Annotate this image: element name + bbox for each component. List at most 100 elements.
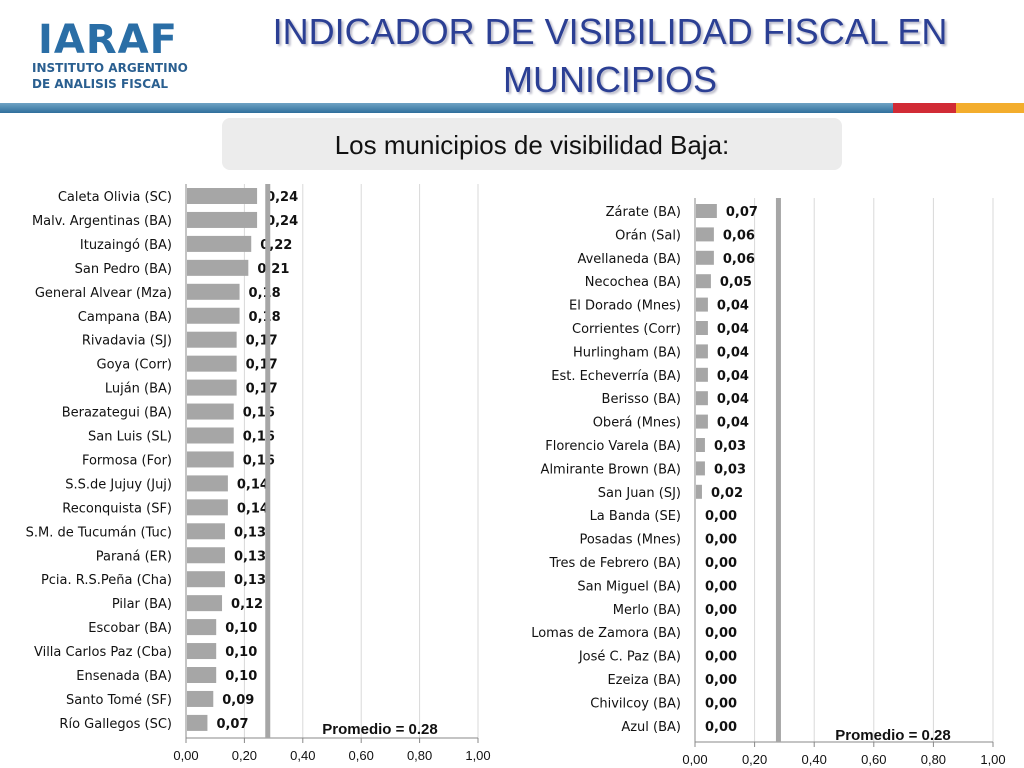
chart2-category-label: Corrientes (Corr) [572, 322, 681, 337]
chart1-category-label: Malv. Argentinas (BA) [32, 214, 172, 229]
chart1-bar [187, 523, 225, 540]
chart2-bar [696, 227, 714, 242]
chart2-bar [696, 484, 702, 499]
chart2-x-tick-label: 0,80 [921, 752, 946, 767]
chart1-bar [187, 571, 225, 588]
chart1-value-label: 0,10 [225, 645, 257, 660]
chart1-category-label: Paraná (ER) [96, 549, 172, 564]
chart2-value-label: 0,02 [711, 486, 743, 501]
chart1-category-label: Villa Carlos Paz (Cba) [34, 645, 172, 660]
page-title-line-1: INDICADOR DE VISIBILIDAD FISCAL EN [272, 11, 948, 52]
chart1-category-label: Berazategui (BA) [62, 406, 172, 421]
stripe-orange [956, 103, 1024, 113]
chart1-category-label: Pcia. R.S.Peña (Cha) [41, 573, 172, 588]
chart2-value-label: 0,04 [717, 322, 749, 337]
chart2-category-label: Berisso (BA) [602, 392, 681, 407]
chart2-category-label: El Dorado (Mnes) [569, 299, 681, 314]
chart1-category-label: General Alvear (Mza) [35, 286, 172, 301]
chart2-category-label: San Juan (SJ) [598, 486, 681, 501]
chart2-category-label: Azul (BA) [621, 720, 681, 735]
header-color-stripe [0, 103, 1024, 113]
chart1-category-label: Formosa (For) [82, 453, 172, 468]
chart1-bar [187, 283, 240, 300]
chart2-value-label: 0,00 [705, 626, 737, 641]
chart2-value-label: 0,00 [705, 650, 737, 665]
chart1-x-tick-label: 0,20 [232, 748, 257, 763]
chart2-average-label: Promedio = 0.28 [835, 727, 950, 744]
chart1-bar [187, 307, 240, 324]
chart1-bar [187, 355, 237, 372]
chart2-category-label: Necochea (BA) [585, 275, 681, 290]
chart2-x-tick-label: 0,00 [682, 752, 707, 767]
chart1-value-label: 0,09 [222, 693, 254, 708]
chart1-average-label: Promedio = 0.28 [322, 721, 437, 738]
chart1-bar [187, 188, 258, 204]
chart1-value-label: 0,21 [257, 262, 289, 277]
chart2-category-label: Tres de Febrero (BA) [548, 556, 681, 571]
chart1-category-label: San Pedro (BA) [75, 262, 172, 277]
chart2-value-label: 0,00 [705, 720, 737, 735]
chart1-value-label: 0,17 [246, 382, 278, 397]
chart1-bar [187, 714, 208, 731]
chart2-value-label: 0,06 [723, 228, 755, 243]
chart1-bar [187, 331, 237, 348]
chart1-value-label: 0,10 [225, 669, 257, 684]
chart2-bar [696, 250, 714, 265]
iaraf-logo: IARAF INSTITUTO ARGENTINO DE ANALISIS FI… [32, 18, 212, 98]
chart2-value-label: 0,04 [717, 416, 749, 431]
chart1-bar [187, 595, 223, 612]
chart2-value-label: 0,04 [717, 299, 749, 314]
chart2-value-label: 0,00 [705, 696, 737, 711]
chart1-category-label: Goya (Corr) [97, 358, 172, 373]
chart1-bar [187, 259, 249, 276]
chart1-x-tick-label: 0,60 [349, 748, 374, 763]
chart1-bar [187, 403, 234, 420]
chart2-bar [696, 274, 711, 289]
chart2-category-label: Ezeiza (BA) [607, 673, 681, 688]
chart1-x-tick-label: 1,00 [465, 748, 490, 763]
chart2-bar [696, 438, 705, 452]
chart2-value-label: 0,00 [705, 579, 737, 594]
chart2-value-label: 0,00 [705, 556, 737, 571]
chart1-category-label: Reconquista (SF) [62, 501, 172, 516]
chart1-category-label: Campana (BA) [78, 310, 172, 325]
chart1-category-label: Pilar (BA) [112, 597, 172, 612]
chart2-category-label: Merlo (BA) [613, 603, 681, 618]
chart2-bar [696, 367, 708, 382]
chart1-bar [187, 211, 258, 228]
chart2-value-label: 0,06 [723, 252, 755, 267]
chart2-bar [696, 414, 708, 429]
chart1-category-label: S.M. de Tucumán (Tuc) [26, 525, 172, 540]
logo-subtitle-line-1: INSTITUTO ARGENTINO [32, 61, 188, 75]
chart1-bar [187, 667, 217, 683]
chart2-category-label: La Banda (SE) [590, 509, 681, 524]
chart1-value-label: 0,24 [266, 190, 298, 205]
chart2-value-label: 0,00 [705, 533, 737, 548]
chart2-category-label: Florencio Varela (BA) [545, 439, 681, 454]
chart2-category-label: Chivilcoy (BA) [590, 696, 681, 711]
chart2-category-label: Avellaneda (BA) [577, 252, 681, 267]
chart1-value-label: 0,12 [231, 597, 263, 612]
chart1-value-label: 0,14 [237, 477, 269, 492]
chart2-bar [696, 391, 708, 406]
chart1-bar [187, 379, 237, 396]
chart1-bar [187, 235, 252, 252]
chart1-category-label: San Luis (SL) [88, 430, 172, 445]
chart2-category-label: Lomas de Zamora (BA) [531, 626, 681, 641]
chart1-value-label: 0,17 [246, 334, 278, 349]
chart2-category-label: Orán (Sal) [615, 228, 681, 243]
chart1-category-label: Río Gallegos (SC) [59, 717, 172, 732]
chart2-value-label: 0,00 [705, 603, 737, 618]
chart1-category-label: S.S.de Jujuy (Juj) [65, 477, 172, 492]
chart1-category-label: Rivadavia (SJ) [82, 334, 172, 349]
chart1-category-label: Luján (BA) [105, 382, 172, 397]
chart2-value-label: 0,05 [720, 275, 752, 290]
chart2-value-label: 0,04 [717, 392, 749, 407]
chart1-value-label: 0,13 [234, 573, 266, 588]
chart2-value-label: 0,03 [714, 439, 746, 454]
chart1-value-label: 0,24 [266, 214, 298, 229]
chart1-bar [187, 690, 214, 707]
chart2-x-tick-label: 0,40 [802, 752, 827, 767]
chart2-category-label: Oberá (Mnes) [593, 416, 681, 431]
